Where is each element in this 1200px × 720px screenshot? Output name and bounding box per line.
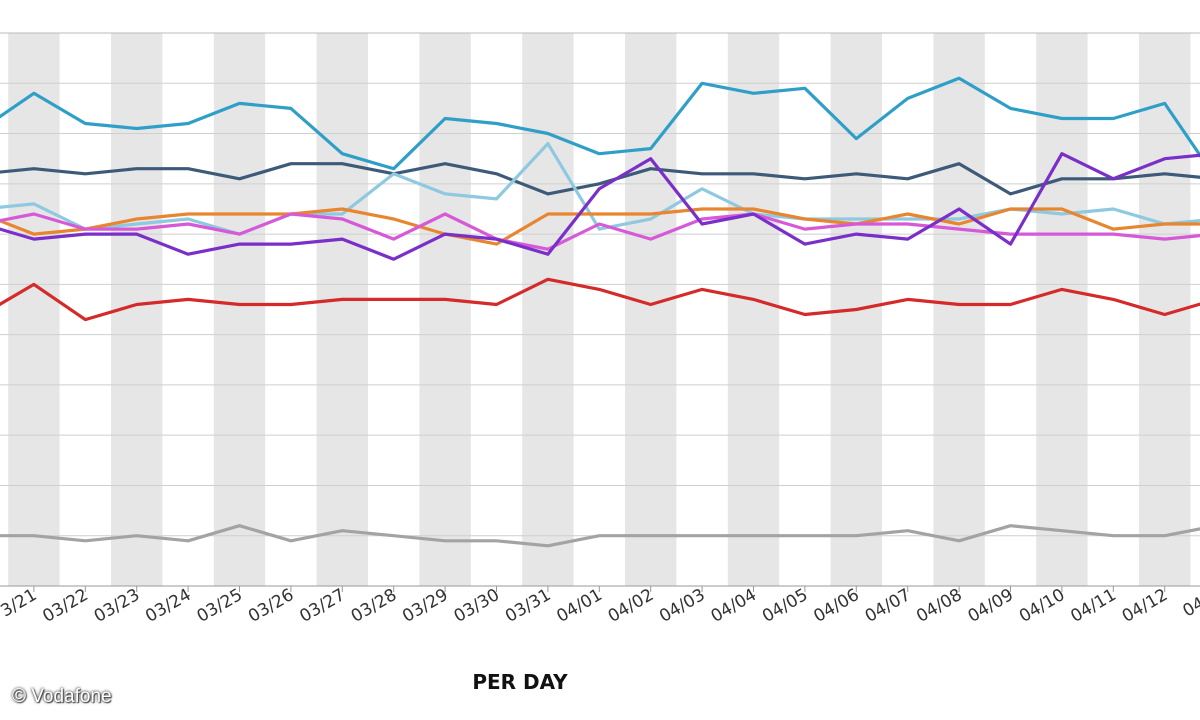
series-line-4 (0, 207, 1200, 246)
band (8, 33, 60, 586)
x-axis-ticks (33, 586, 1166, 592)
x-tick-label: 03/29 (399, 585, 451, 627)
series-line-5 (0, 212, 1200, 251)
x-tick-label: 04/04 (708, 585, 760, 627)
horizontal-gridlines (0, 32, 1200, 587)
band (213, 33, 266, 586)
x-tick-label: 03/24 (142, 585, 194, 627)
x-tick-label: 03/23 (91, 585, 143, 627)
band (419, 33, 471, 586)
x-tick-label: 03/31 (502, 585, 554, 627)
x-tick-label: 04/11 (1067, 585, 1119, 627)
series-line-1 (0, 76, 1200, 171)
x-tick-label: 03/26 (245, 585, 297, 627)
x-tick-label: 04/05 (759, 585, 811, 627)
alternating-bands (8, 33, 1191, 586)
x-tick-label: 04/12 (1119, 585, 1171, 627)
x-tick-label: 04/06 (810, 585, 862, 627)
x-tick-label: 03/25 (194, 585, 246, 627)
series-lines (0, 76, 1200, 548)
x-axis-labels: 3/2103/2203/2303/2403/2503/2603/2703/280… (0, 585, 1200, 627)
band (316, 33, 368, 586)
x-tick-label: 04/02 (605, 585, 657, 627)
x-tick-label: 04/01 (553, 585, 605, 627)
x-tick-label: 04/03 (656, 585, 708, 627)
band (1036, 33, 1088, 586)
band (522, 33, 574, 586)
x-tick-label: 03/27 (296, 585, 348, 627)
x-tick-label: 03/22 (39, 585, 91, 627)
x-tick-label: 04/09 (965, 585, 1017, 627)
band (625, 33, 677, 586)
series-line-2 (0, 162, 1200, 196)
x-tick-label: 03/30 (451, 585, 503, 627)
copyright-credit: © Vodafone (12, 686, 112, 707)
x-tick-label: 04/10 (1016, 585, 1068, 627)
x-tick-label: 03/28 (348, 585, 400, 627)
x-tick-label: 04/08 (913, 585, 965, 627)
series-line-6 (0, 152, 1200, 261)
x-tick-label: 04/1 (1180, 585, 1200, 621)
series-line-8 (0, 524, 1200, 548)
band (933, 33, 985, 586)
band (727, 33, 780, 586)
x-tick-label: 04/07 (862, 585, 914, 627)
series-line-7 (0, 277, 1200, 322)
x-axis-title: PER DAY (472, 670, 568, 694)
